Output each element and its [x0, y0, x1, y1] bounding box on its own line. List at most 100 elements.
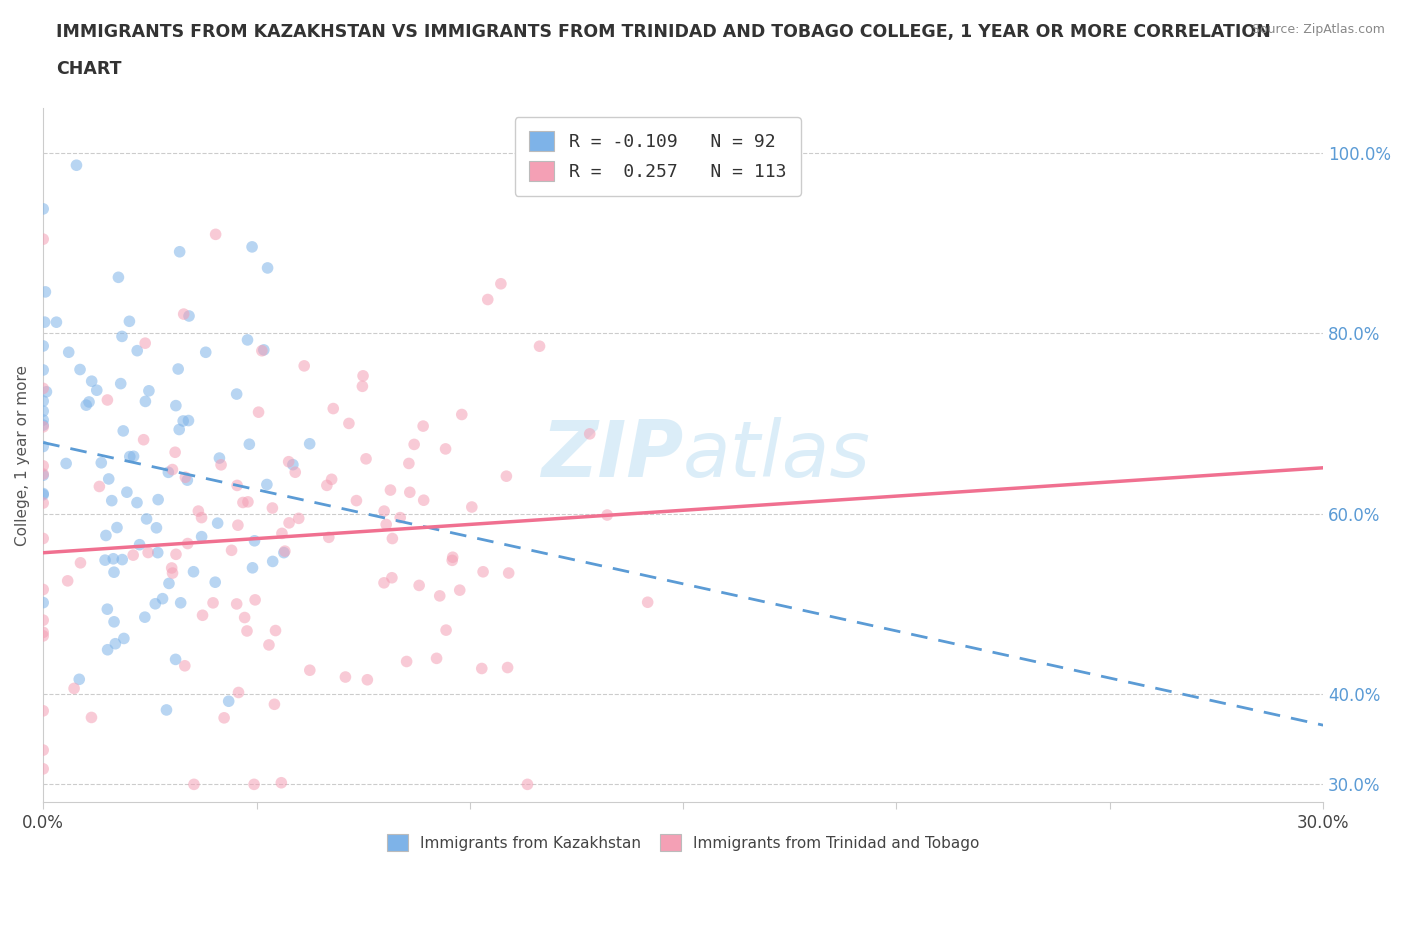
Point [204, 575, 226, 590]
Point [412, 418, 434, 433]
Point [160, 561, 183, 576]
Point [152, 591, 174, 606]
Point [212, 711, 235, 725]
Point [270, 776, 292, 790]
Point [226, 478, 249, 493]
Point [134, 394, 156, 409]
Point [233, 610, 256, 625]
Point [107, 270, 129, 285]
Point [167, 362, 190, 377]
Point [138, 383, 160, 398]
Point [32, 762, 55, 777]
Point [356, 672, 378, 687]
Point [176, 472, 198, 487]
Point [449, 583, 471, 598]
Point [77, 394, 100, 409]
Point [225, 387, 247, 402]
Point [335, 670, 357, 684]
Point [264, 623, 287, 638]
Point [318, 530, 340, 545]
Point [194, 345, 217, 360]
Point [529, 339, 551, 353]
Point [496, 660, 519, 675]
Point [228, 685, 250, 700]
Point [242, 561, 264, 576]
Point [236, 495, 259, 510]
Point [145, 521, 167, 536]
Point [408, 578, 430, 592]
Point [208, 451, 231, 466]
Point [157, 465, 180, 480]
Point [381, 570, 404, 585]
Point [103, 565, 125, 579]
Point [32, 363, 55, 378]
Point [89, 479, 111, 494]
Point [162, 462, 184, 477]
Point [173, 307, 195, 322]
Point [461, 499, 484, 514]
Point [32, 531, 55, 546]
Point [90, 456, 112, 471]
Point [32, 467, 55, 482]
Point [183, 565, 205, 579]
Point [115, 485, 138, 499]
Point [441, 553, 464, 568]
Point [125, 495, 148, 510]
Point [34, 285, 56, 299]
Point [32, 419, 55, 434]
Point [477, 292, 499, 307]
Point [190, 529, 212, 544]
Point [97, 643, 120, 658]
Point [412, 493, 434, 508]
Point [32, 381, 55, 396]
Point [352, 368, 374, 383]
Point [105, 520, 128, 535]
Point [32, 743, 55, 758]
Point [134, 336, 156, 351]
Point [65, 158, 87, 173]
Point [32, 458, 55, 473]
Point [128, 538, 150, 552]
Point [69, 555, 91, 570]
Point [111, 552, 134, 567]
Point [298, 663, 321, 678]
Point [352, 379, 374, 393]
Point [226, 518, 249, 533]
Text: CHART: CHART [56, 60, 122, 78]
Point [32, 486, 55, 501]
Point [204, 227, 226, 242]
Point [172, 414, 194, 429]
Point [32, 418, 55, 432]
Point [404, 437, 426, 452]
Point [32, 703, 55, 718]
Point [143, 596, 166, 611]
Point [263, 697, 285, 711]
Point [253, 342, 276, 357]
Point [118, 313, 141, 328]
Point [381, 531, 404, 546]
Point [167, 422, 190, 437]
Point [177, 413, 200, 428]
Point [173, 658, 195, 673]
Point [238, 437, 260, 452]
Point [441, 550, 464, 565]
Point [165, 445, 187, 459]
Point [256, 260, 278, 275]
Point [67, 671, 90, 686]
Point [236, 332, 259, 347]
Point [96, 602, 118, 617]
Point [94, 552, 117, 567]
Point [596, 508, 619, 523]
Point [169, 245, 191, 259]
Point [472, 565, 495, 579]
Point [243, 777, 266, 791]
Point [86, 383, 108, 398]
Point [32, 613, 55, 628]
Point [373, 576, 395, 591]
Point [346, 493, 368, 508]
Point [207, 516, 229, 531]
Point [165, 398, 187, 413]
Point [32, 413, 55, 428]
Point [398, 456, 420, 471]
Point [225, 596, 247, 611]
